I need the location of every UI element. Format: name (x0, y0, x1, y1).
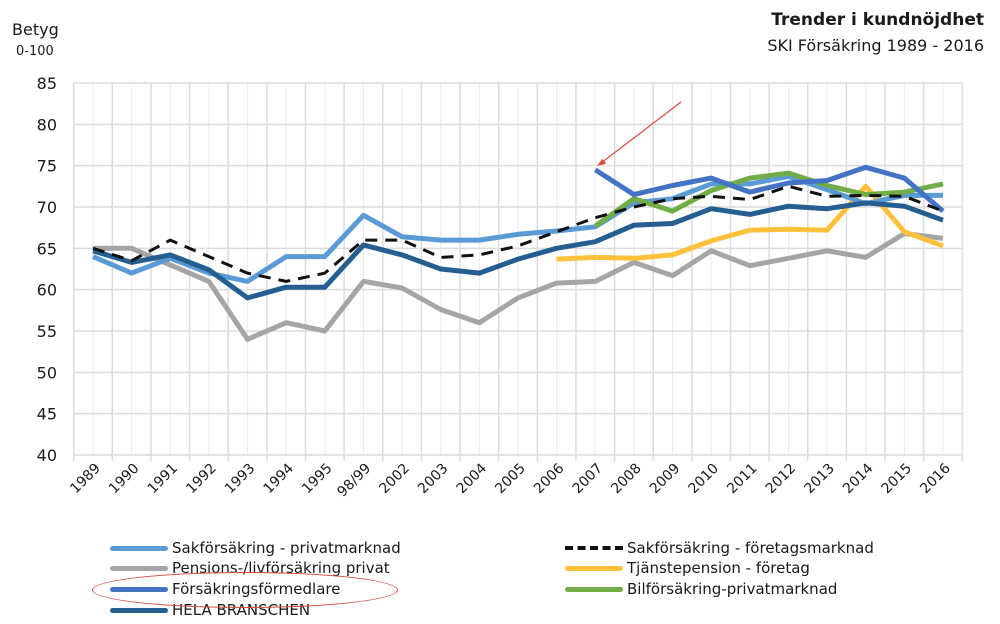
x-tick-label: 2016 (917, 460, 954, 497)
grid (72, 82, 964, 461)
legend-swatch (110, 607, 168, 613)
y-tick-label: 40 (37, 446, 57, 465)
y-tick-label: 80 (37, 115, 57, 134)
x-tick-label: 1995 (299, 461, 336, 498)
x-tick-label: 2002 (376, 461, 413, 498)
legend-item-tjanstepension: Tjänstepension - företag (565, 558, 810, 578)
x-tick-label: 2015 (879, 461, 916, 498)
arrow-annotation-head (597, 158, 607, 166)
x-tick-label: 2003 (415, 461, 452, 498)
series-line-sakf-rs-kring-f-retagsmarknad (92, 184, 944, 283)
arrow-annotation-line (600, 101, 682, 164)
legend-swatch (565, 586, 623, 592)
legend-item-sak-privat: Sakförsäkring - privatmarknad (110, 538, 401, 558)
legend-item-bil: Bilförsäkring-privatmarknad (565, 579, 837, 599)
x-tick-label: 2013 (801, 461, 838, 498)
y-tick-labels: 40 45 50 55 60 65 70 75 80 85 (37, 74, 57, 465)
x-tick-label: 2012 (763, 461, 800, 498)
x-tick-label: 2004 (454, 460, 491, 497)
y-tick-label: 45 (37, 405, 57, 424)
x-tick-label: 1991 (145, 461, 182, 498)
y-tick-label: 85 (37, 74, 57, 93)
legend-label: Bilförsäkring-privatmarknad (627, 580, 838, 598)
series-line-bilf-rs-kring-privatmarknad (593, 170, 944, 229)
highlight-ellipse-annotation (92, 572, 398, 608)
y-tick-label: 70 (37, 198, 57, 217)
x-tick-label: 98/99 (334, 461, 374, 501)
legend-swatch (565, 546, 623, 550)
legend-item-sak-foretag: Sakförsäkring - företagsmarknad (565, 538, 874, 558)
x-tick-label: 2006 (531, 460, 568, 497)
chart-subtitle: SKI Försäkring 1989 - 2016 (767, 36, 984, 55)
y-tick-label: 60 (37, 281, 57, 300)
x-tick-label: 2005 (492, 461, 529, 498)
legend-label: Tjänstepension - företag (627, 559, 810, 577)
x-tick-label: 1992 (183, 461, 220, 498)
x-tick-label: 1994 (260, 460, 297, 497)
annotations (597, 101, 682, 166)
y-axis-subtitle: 0-100 (16, 44, 54, 59)
x-tick-label: 1989 (67, 461, 104, 498)
x-tick-label: 2008 (608, 461, 645, 498)
x-tick-label: 2014 (840, 460, 877, 497)
x-tick-label: 2007 (570, 461, 607, 498)
chart-title: Trender i kundnöjdhet (771, 10, 984, 30)
y-axis-title: Betyg (12, 20, 59, 39)
series-line-pensions-livf-rs-kring-privat (93, 231, 944, 342)
y-tick-label: 65 (37, 239, 57, 258)
x-tick-label: 1993 (222, 461, 259, 498)
x-tick-label: 1990 (106, 461, 143, 498)
x-tick-label: 2010 (685, 461, 722, 498)
legend-label: Sakförsäkring - företagsmarknad (627, 539, 874, 557)
series-line-f-rs-kringsf-rmedlare (593, 164, 945, 214)
x-tick-label: 2009 (647, 461, 684, 498)
y-tick-label: 50 (37, 363, 57, 382)
legend-swatch (565, 565, 623, 571)
legend-label: Sakförsäkring - privatmarknad (172, 539, 401, 557)
legend-swatch (110, 545, 168, 551)
legend-swatch (110, 565, 168, 571)
series-lines (92, 164, 945, 342)
x-tick-label: 2011 (724, 461, 761, 498)
y-tick-label: 75 (37, 157, 57, 176)
series-line-hela-branschen (92, 200, 944, 301)
y-tick-label: 55 (37, 322, 57, 341)
